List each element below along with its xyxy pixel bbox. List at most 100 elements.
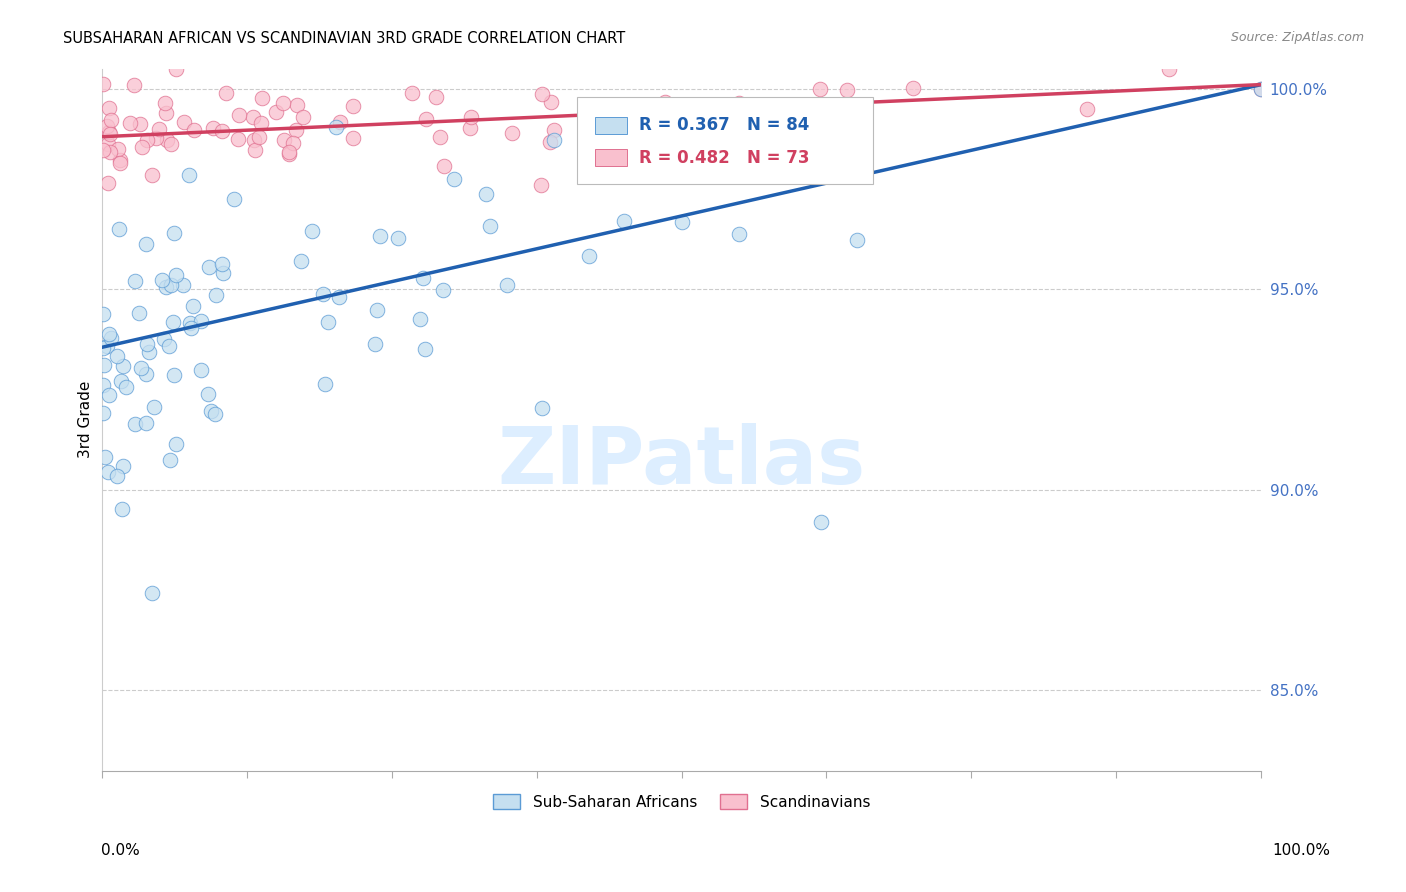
Point <box>538 135 561 149</box>
Point <box>91 143 114 157</box>
Point <box>212 266 235 280</box>
Point <box>273 133 295 147</box>
Point <box>162 315 184 329</box>
Point <box>425 90 447 104</box>
Point <box>172 277 194 292</box>
Point <box>810 515 832 529</box>
Point <box>141 169 163 183</box>
Point <box>97 137 120 152</box>
Text: R = 0.482   N = 73: R = 0.482 N = 73 <box>638 149 808 167</box>
Point <box>1157 62 1180 76</box>
Point <box>93 358 115 372</box>
Point <box>98 125 121 139</box>
Text: Source: ZipAtlas.com: Source: ZipAtlas.com <box>1230 31 1364 45</box>
Point <box>291 110 314 124</box>
Point <box>96 339 118 353</box>
Point <box>342 99 364 113</box>
Point <box>183 299 205 313</box>
Point <box>111 458 134 473</box>
Point <box>413 343 436 357</box>
Point <box>135 236 157 251</box>
Point <box>243 133 266 147</box>
Point <box>155 106 177 120</box>
Point <box>91 378 114 392</box>
Point <box>264 105 287 120</box>
Point <box>314 377 336 392</box>
Point <box>247 129 270 144</box>
Point <box>173 114 195 128</box>
Point <box>531 87 554 101</box>
Point <box>409 311 432 326</box>
Point <box>808 81 831 95</box>
Point <box>325 120 347 134</box>
Point <box>107 142 129 156</box>
Point <box>429 130 451 145</box>
Point <box>285 97 308 112</box>
Point <box>277 145 299 160</box>
Point <box>162 368 184 383</box>
Point <box>211 124 233 138</box>
Legend: Sub-Saharan Africans, Scandinavians: Sub-Saharan Africans, Scandinavians <box>486 788 876 815</box>
Point <box>290 254 312 268</box>
Point <box>179 168 201 182</box>
Point <box>96 119 118 133</box>
Point <box>156 133 179 147</box>
Point <box>165 437 187 451</box>
Point <box>165 62 187 76</box>
Text: 100.0%: 100.0% <box>1272 843 1330 858</box>
Point <box>108 222 131 236</box>
Point <box>153 96 176 111</box>
Point <box>671 215 693 229</box>
Point <box>301 224 323 238</box>
Point <box>846 234 869 248</box>
Point <box>368 229 391 244</box>
Point <box>703 103 725 117</box>
Point <box>91 406 114 420</box>
Point <box>135 133 157 147</box>
Point <box>148 122 170 136</box>
Point <box>135 417 157 431</box>
Point <box>901 81 924 95</box>
Point <box>160 278 183 293</box>
Point <box>312 287 335 301</box>
Text: ZIPatlas: ZIPatlas <box>498 423 866 500</box>
Point <box>612 214 634 228</box>
Point <box>496 278 519 293</box>
Point <box>91 341 114 355</box>
Point <box>129 117 152 131</box>
Point <box>124 275 146 289</box>
Point <box>98 145 121 159</box>
Point <box>387 231 409 245</box>
Point <box>316 315 339 329</box>
Point <box>228 108 250 122</box>
Point <box>91 307 114 321</box>
Point <box>1250 81 1272 95</box>
Point <box>283 136 305 150</box>
Point <box>97 176 120 190</box>
Point <box>432 283 454 297</box>
Point <box>141 585 163 599</box>
Point <box>366 302 388 317</box>
Point <box>211 257 233 271</box>
Point <box>159 452 181 467</box>
Point <box>277 147 299 161</box>
Point <box>100 112 122 127</box>
Point <box>728 227 751 241</box>
Point <box>179 316 201 330</box>
Point <box>530 178 553 193</box>
Point <box>108 153 131 168</box>
Point <box>198 260 221 275</box>
Point <box>328 290 350 304</box>
Point <box>543 123 565 137</box>
Point <box>163 226 186 240</box>
Point <box>443 171 465 186</box>
Point <box>412 271 434 285</box>
Point <box>129 361 152 376</box>
Point <box>111 501 134 516</box>
Point <box>145 131 167 145</box>
Point <box>190 314 212 328</box>
Point <box>226 132 249 146</box>
Point <box>728 95 751 110</box>
Point <box>501 127 523 141</box>
Point <box>215 86 238 100</box>
